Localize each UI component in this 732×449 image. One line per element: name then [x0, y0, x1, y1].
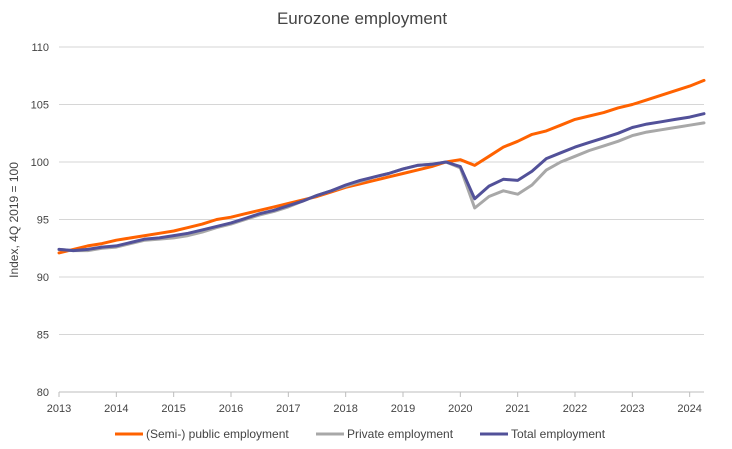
x-tick-label: 2022 [563, 403, 587, 415]
legend-label-total-employment: Total employment [511, 427, 606, 441]
y-tick-label: 95 [37, 215, 49, 227]
x-tick-label: 2016 [219, 403, 243, 415]
x-tick-label: 2020 [448, 403, 472, 415]
x-axis: 2013 2014 2015 2016 2017 2018 2019 2020 2021 2022… [47, 391, 704, 415]
series-group [57, 78, 706, 255]
x-tick-label: 2019 [391, 403, 415, 415]
y-tick-label: 80 [37, 387, 49, 399]
legend-label-private-employment: Private employment [347, 427, 454, 441]
series-line-private-employment [57, 121, 706, 253]
y-tick-label: 110 [31, 42, 49, 54]
series-line-total-employment [57, 112, 706, 253]
x-tick-label: 2014 [104, 403, 128, 415]
x-tick-label: 2017 [276, 403, 300, 415]
y-tick-label: 90 [37, 272, 49, 284]
series-line-semi-public-employment [57, 78, 706, 255]
y-axis: 80 85 90 95 100 105 110 [31, 42, 49, 399]
x-tick-label: 2021 [505, 403, 529, 415]
legend: (Semi-) public employment Private employm… [115, 427, 606, 441]
x-tick-label: 2013 [47, 403, 71, 415]
x-tick-label: 2024 [677, 403, 701, 415]
y-tick-label: 105 [31, 100, 49, 112]
chart-title: Eurozone employment [277, 9, 447, 28]
y-axis-label: Index, 4Q 2019 = 100 [7, 162, 21, 278]
legend-label-semi-public-employment: (Semi-) public employment [146, 427, 289, 441]
x-tick-label: 2015 [161, 403, 185, 415]
grid [59, 46, 704, 335]
y-tick-label: 100 [31, 157, 49, 169]
x-tick-label: 2023 [620, 403, 644, 415]
y-tick-label: 85 [37, 330, 49, 342]
x-tick-label: 2018 [333, 403, 357, 415]
